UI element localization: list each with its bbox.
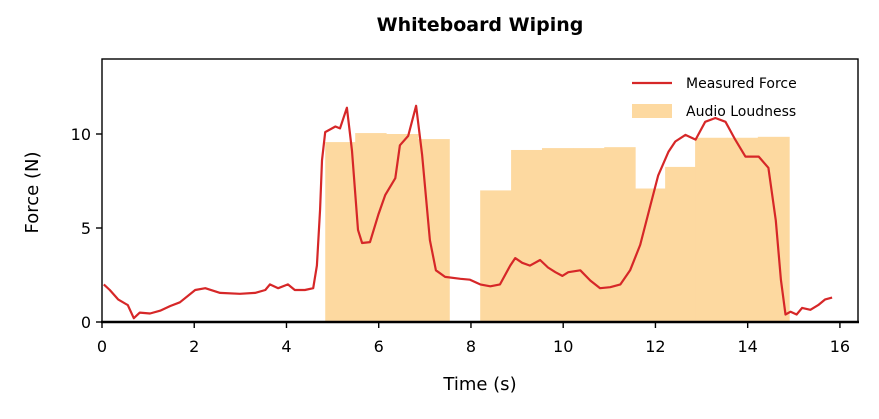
audio-loudness-bar (480, 190, 512, 322)
audio-loudness-bar (604, 147, 636, 322)
audio-loudness-bar (355, 133, 387, 322)
x-tick-label: 12 (645, 337, 665, 356)
measured-force-line (103, 104, 833, 320)
audio-loudness-bar (726, 137, 759, 322)
x-axis: 0 2 4 6 8 10 12 14 16 (97, 322, 850, 356)
x-tick-label: 0 (97, 337, 107, 356)
y-axis-label: Force (N) (22, 152, 43, 234)
audio-loudness-bar (635, 188, 666, 322)
x-tick-label: 4 (281, 337, 291, 356)
legend-background (622, 66, 852, 126)
legend-label-audio: Audio Loudness (686, 104, 796, 120)
y-tick-label: 5 (81, 219, 91, 238)
audio-loudness-bar (541, 148, 574, 322)
y-axis: 0 5 10 (71, 125, 102, 332)
audio-loudness-bar (511, 149, 543, 322)
audio-loudness-bar (695, 137, 728, 322)
y-tick-label: 0 (81, 313, 91, 332)
x-tick-label: 10 (553, 337, 573, 356)
x-tick-label: 2 (189, 337, 199, 356)
x-axis-label: Time (s) (442, 374, 516, 395)
audio-loudness-bar (757, 136, 790, 322)
legend: Measured Force Audio Loudness (632, 76, 797, 120)
chart-title: Whiteboard Wiping (376, 14, 584, 36)
audio-loudness-bar (325, 142, 356, 322)
x-tick-label: 8 (466, 337, 476, 356)
legend-label-force: Measured Force (686, 76, 797, 92)
audio-loudness-bars (325, 133, 790, 322)
legend-bar-swatch (632, 104, 672, 118)
audio-loudness-bar (386, 134, 419, 322)
x-tick-label: 6 (374, 337, 384, 356)
y-tick-label: 10 (71, 125, 91, 144)
x-tick-label: 16 (830, 337, 850, 356)
audio-loudness-bar (573, 148, 605, 322)
x-tick-label: 14 (738, 337, 758, 356)
audio-loudness-bar (665, 166, 696, 322)
